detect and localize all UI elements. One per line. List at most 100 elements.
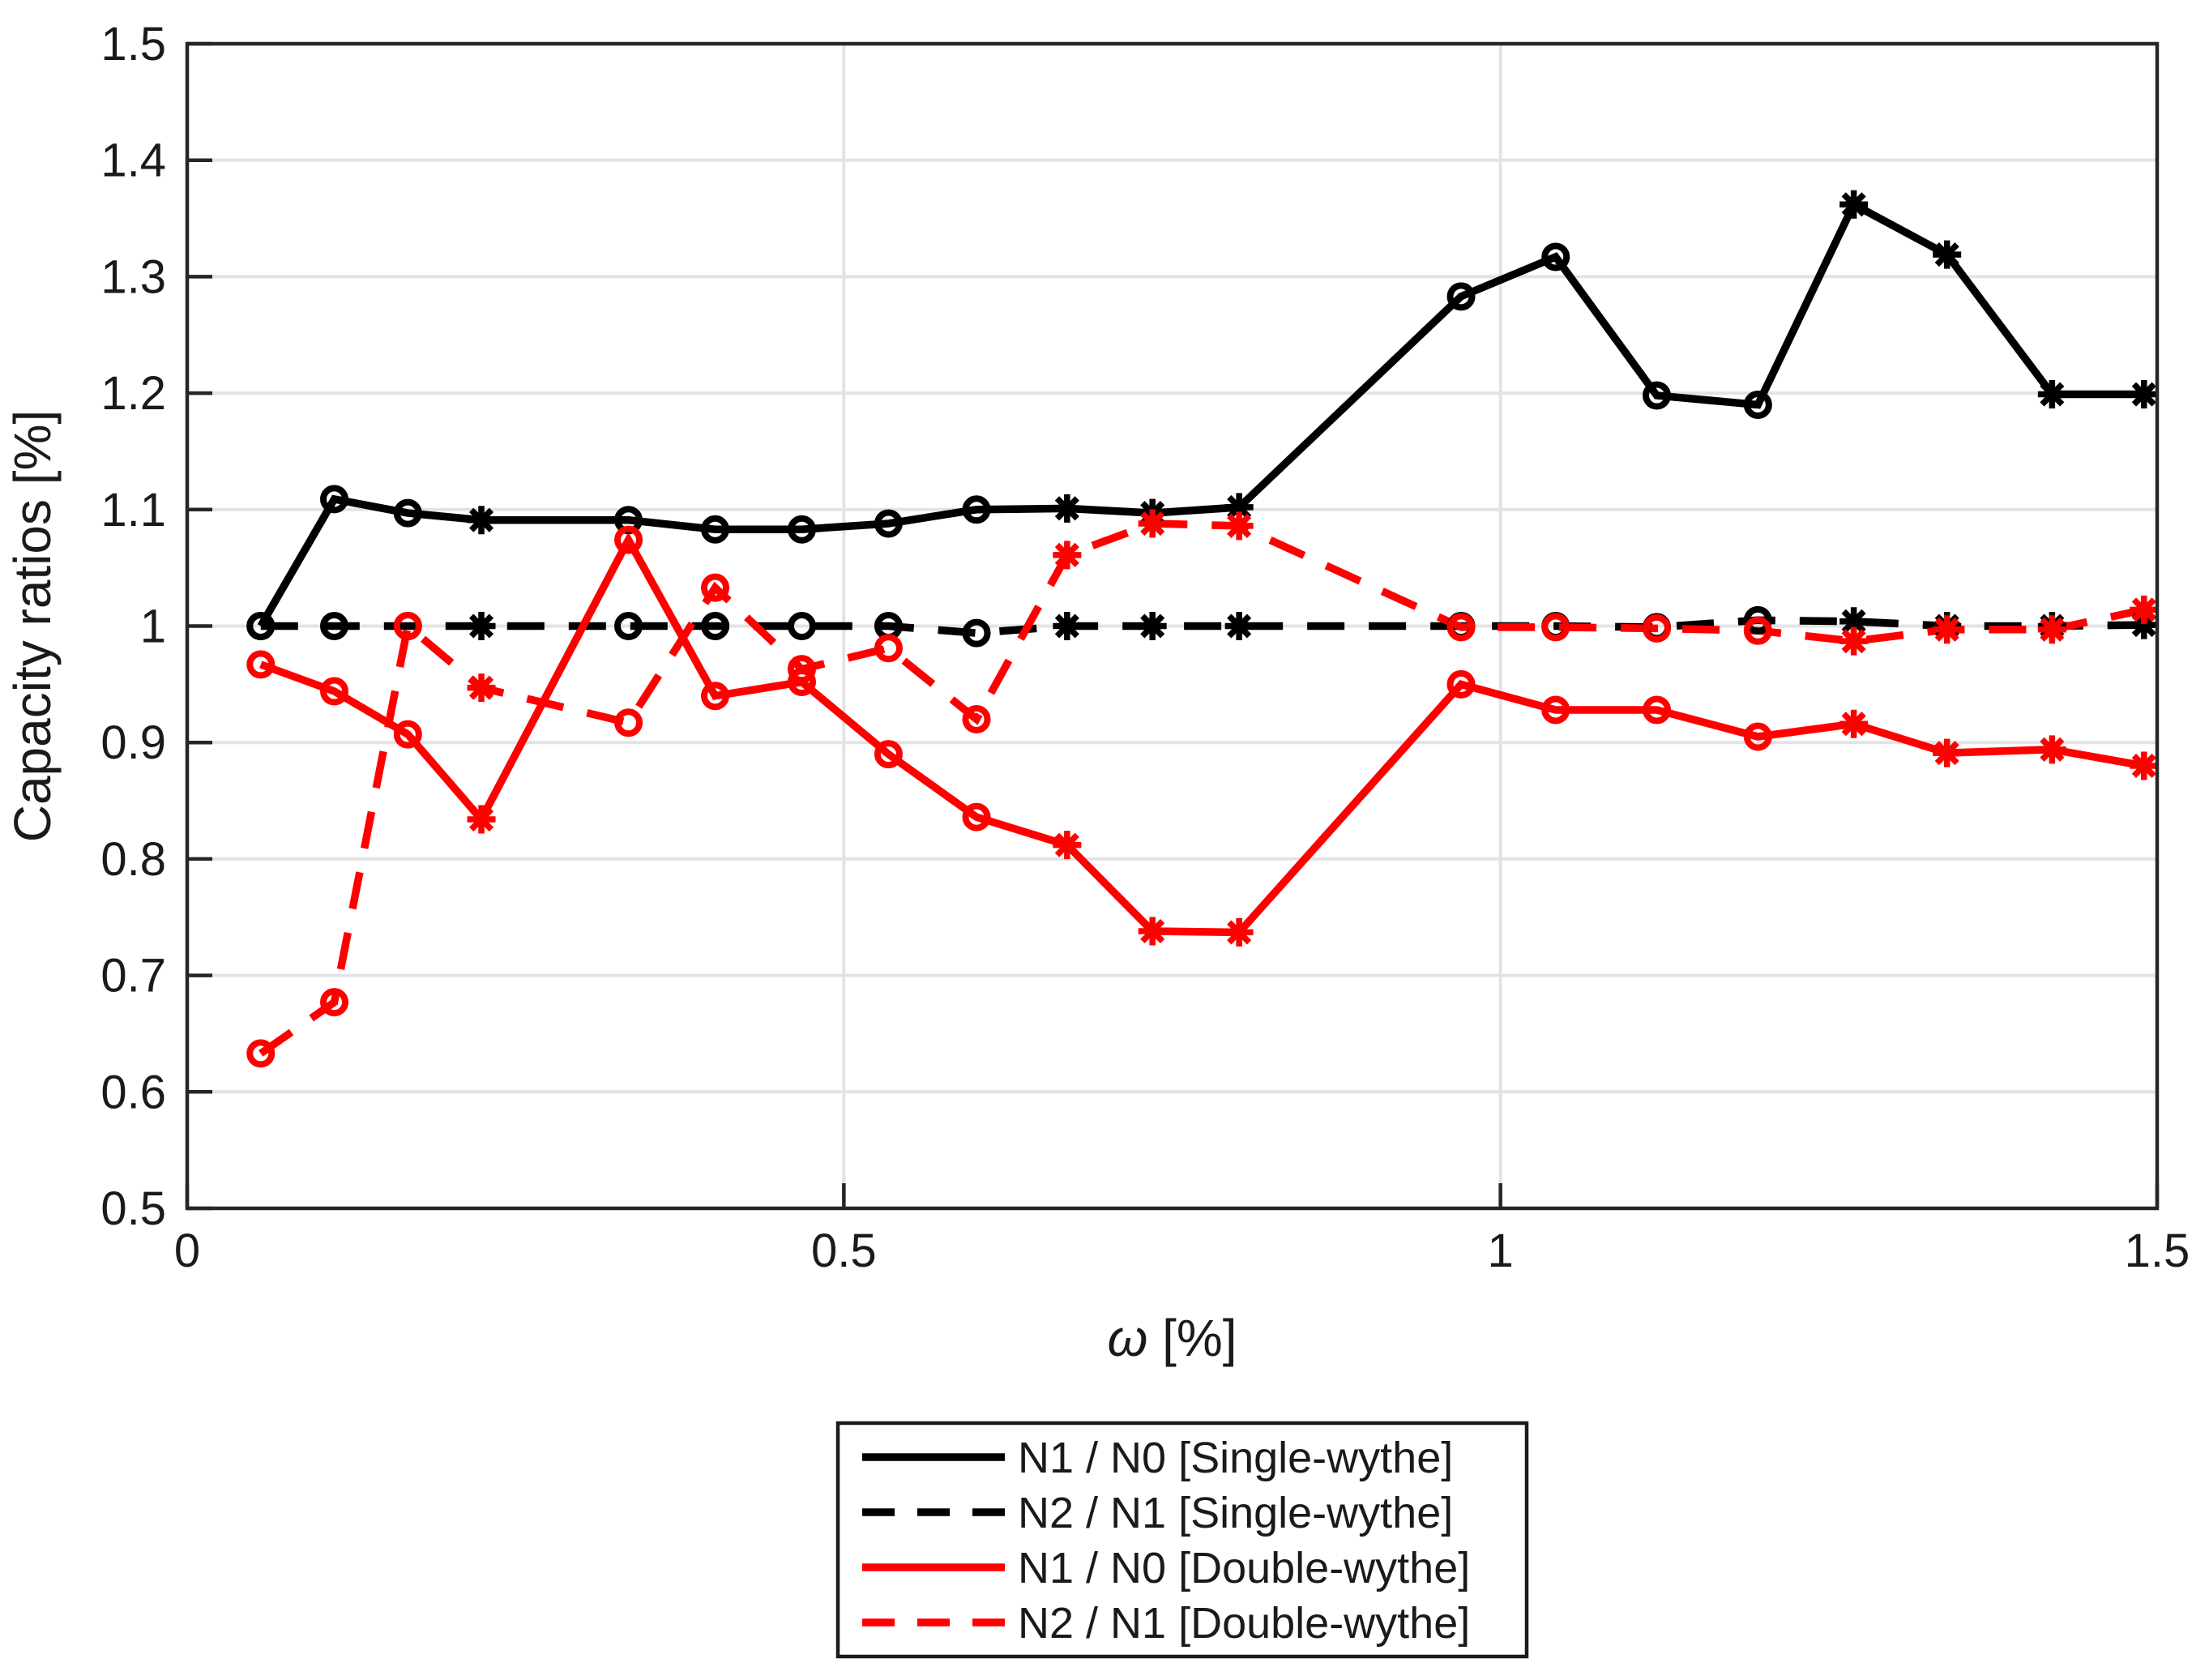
- legend-layer: N1 / N0 [Single-wythe] N2 / N1 [Single-wy…: [835, 1421, 1529, 1659]
- marker-asterisk: [467, 506, 496, 535]
- x-axis-label: ω [%]: [1107, 1309, 1237, 1367]
- marker-circle: [1643, 695, 1672, 725]
- marker-circle: [1541, 242, 1570, 271]
- marker-asterisk: [1053, 612, 1082, 640]
- legend-label: N2 / N1 [Single-wythe]: [1018, 1489, 1453, 1537]
- marker-circle: [787, 515, 816, 544]
- y-tick-label: 1.4: [100, 135, 166, 187]
- marker-asterisk: [1224, 493, 1254, 522]
- marker-circle: [320, 485, 349, 514]
- y-tick-label: 0.9: [100, 716, 166, 769]
- marker-asterisk: [467, 673, 496, 703]
- legend-label: N2 / N1 [Double-wythe]: [1018, 1599, 1470, 1648]
- marker-circle: [701, 573, 730, 602]
- marker-circle: [874, 634, 903, 663]
- series-line-3: [259, 532, 2145, 937]
- marker-circle: [246, 612, 276, 640]
- marker-circle: [962, 618, 991, 648]
- marker-circle: [614, 612, 643, 640]
- marker-asterisk: [1839, 709, 1869, 738]
- y-axis-label: Capacity ratios [%]: [3, 410, 62, 843]
- marker-circle: [1446, 613, 1476, 642]
- marker-asterisk: [2130, 751, 2159, 780]
- legend-entry: N2 / N1 [Double-wythe]: [862, 1599, 1470, 1648]
- marker-asterisk: [1053, 541, 1082, 570]
- marker-asterisk: [1224, 612, 1254, 640]
- marker-circle: [614, 708, 643, 737]
- marker-circle: [1541, 613, 1570, 642]
- marker-circle: [874, 509, 903, 538]
- legend-label: N1 / N0 [Single-wythe]: [1018, 1434, 1453, 1482]
- label-layer: 0 0.5 1 1.50.50.60.70.80.911.11.21.31.41.5ω…: [3, 18, 2190, 1367]
- y-tick-label: 0.6: [100, 1066, 166, 1118]
- legend-box: [835, 1421, 1529, 1659]
- marker-circle: [874, 740, 903, 769]
- marker-asterisk: [1933, 240, 1962, 269]
- marker-asterisk: [1138, 612, 1167, 640]
- marker-circle: [701, 515, 730, 544]
- legend-entry: N1 / N0 [Double-wythe]: [862, 1544, 1470, 1592]
- marker-asterisk: [2130, 595, 2159, 624]
- marker-circle: [1743, 722, 1772, 751]
- marker-circle: [1643, 381, 1672, 410]
- marker-circle: [701, 612, 730, 640]
- marker-circle: [320, 988, 349, 1017]
- marker-circle: [320, 677, 349, 706]
- marker-circle: [1446, 669, 1476, 699]
- legend-entry: N2 / N1 [Single-wythe]: [862, 1489, 1453, 1537]
- y-tick-label: 1.2: [100, 367, 166, 420]
- marker-asterisk: [1138, 509, 1167, 538]
- x-tick-label: 0: [174, 1225, 200, 1277]
- y-tick-label: 0.8: [100, 833, 166, 886]
- legend-entry: N1 / N0 [Single-wythe]: [862, 1434, 1453, 1482]
- y-tick-label: 0.7: [100, 950, 166, 1002]
- marker-circle: [962, 704, 991, 733]
- marker-asterisk: [1933, 738, 1962, 767]
- marker-asterisk: [2037, 380, 2066, 409]
- marker-circle: [393, 720, 422, 749]
- marker-circle: [246, 1039, 276, 1068]
- marker-asterisk: [2037, 615, 2066, 644]
- marker-circle: [787, 655, 816, 684]
- marker-circle: [246, 650, 276, 679]
- x-tick-label: 0.5: [811, 1225, 877, 1277]
- marker-circle: [1446, 282, 1476, 311]
- y-tick-label: 1.1: [100, 484, 166, 536]
- marker-asterisk: [1138, 917, 1167, 946]
- marker-circle: [1743, 605, 1772, 635]
- marker-circle: [787, 612, 816, 640]
- marker-asterisk: [1224, 511, 1254, 541]
- marker-circle: [1643, 613, 1672, 643]
- marker-circle: [962, 495, 991, 524]
- marker-circle: [787, 667, 816, 696]
- marker-circle: [1743, 616, 1772, 645]
- marker-asterisk: [1839, 626, 1869, 656]
- y-tick-label: 1.3: [100, 250, 166, 303]
- marker-circle: [320, 612, 349, 640]
- series-line-1: [257, 199, 2144, 628]
- marker-asterisk: [1839, 607, 1869, 636]
- marker-circle: [393, 498, 422, 528]
- marker-circle: [962, 802, 991, 831]
- marker-asterisk: [1053, 494, 1082, 523]
- axes-layer: [185, 41, 2160, 1211]
- marker-asterisk: [2130, 610, 2159, 639]
- marker-asterisk: [2037, 735, 2066, 764]
- marker-asterisk: [467, 612, 496, 640]
- marker-asterisk: [467, 805, 496, 834]
- marker-asterisk: [2130, 380, 2159, 409]
- marker-circle: [1541, 695, 1570, 725]
- y-tick-label: 1: [140, 601, 166, 653]
- marker-circle: [701, 682, 730, 711]
- marker-asterisk: [1224, 917, 1254, 947]
- marker-asterisk: [1839, 190, 1869, 219]
- marker-asterisk: [1933, 615, 1962, 644]
- marker-circle: [1743, 390, 1772, 419]
- x-tick-label: 1: [1488, 1225, 1514, 1277]
- legend-label: N1 / N0 [Double-wythe]: [1018, 1544, 1470, 1592]
- y-tick-label: 0.5: [100, 1182, 166, 1235]
- marker-asterisk: [1053, 831, 1082, 860]
- series-line-4: [258, 519, 2145, 1057]
